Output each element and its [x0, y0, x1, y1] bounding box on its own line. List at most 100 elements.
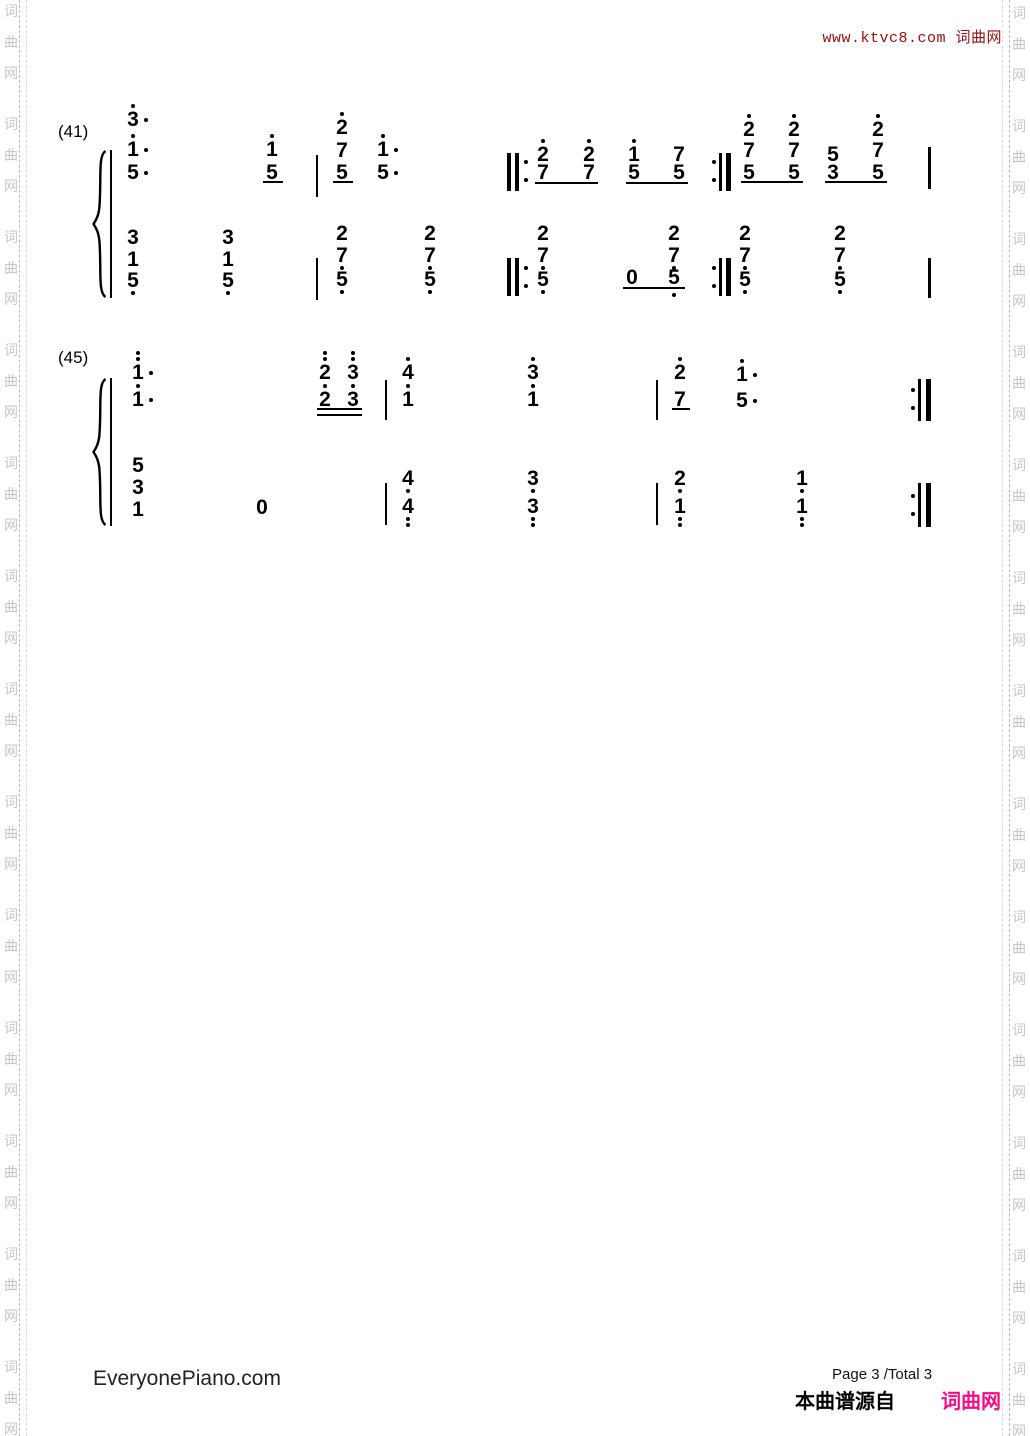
- note-digit: 5: [132, 454, 144, 477]
- beam-underline: [626, 182, 688, 184]
- barline: [316, 155, 318, 197]
- note-digit: 0: [256, 496, 268, 519]
- note-digit: 5: [668, 266, 680, 289]
- note-digit: 1: [527, 388, 539, 411]
- note-digit: 7: [668, 244, 680, 267]
- watermark-char: 词: [1012, 1248, 1026, 1264]
- watermark-char: 曲: [1012, 262, 1026, 278]
- octave-dot-below: [406, 517, 410, 521]
- octave-dot-above: [632, 139, 636, 143]
- watermark-char: 曲: [4, 712, 18, 728]
- right-dotted-rule: [1002, 0, 1003, 1436]
- watermark-char: 网: [4, 65, 18, 81]
- octave-dot-below: [541, 290, 545, 294]
- note-digit: 7: [336, 139, 348, 162]
- octave-dot-below: [406, 489, 410, 493]
- note-digit: 4: [402, 361, 414, 384]
- watermark-char: 词: [1012, 683, 1026, 699]
- note-digit: 3: [827, 161, 839, 184]
- octave-dot-above: [351, 357, 355, 361]
- note-digit: 2: [319, 361, 331, 384]
- watermark-char: 网: [4, 1308, 18, 1324]
- octave-dot-above: [270, 134, 274, 138]
- note-digit: 7: [336, 244, 348, 267]
- barline: [926, 379, 931, 421]
- watermark-char: 词: [4, 3, 18, 19]
- note-digit: 2: [788, 118, 800, 141]
- barline: [926, 483, 931, 527]
- octave-dot-above: [131, 104, 135, 108]
- octave-dot-below: [131, 291, 135, 295]
- watermark-char: 曲: [1012, 375, 1026, 391]
- octave-dot-below: [406, 523, 410, 527]
- note-digit: 5: [736, 389, 748, 412]
- barline: [719, 153, 722, 191]
- watermark-char: 网: [1012, 1197, 1026, 1213]
- octave-dot-below: [838, 266, 842, 270]
- barline: [507, 153, 511, 191]
- repeat-dot: [911, 512, 915, 516]
- watermark-char: 词: [4, 455, 18, 471]
- watermark-char: 词: [1012, 570, 1026, 586]
- octave-dot-below: [340, 290, 344, 294]
- note-digit: 1: [132, 388, 144, 411]
- site-watermark-top: www.ktvc8.com 词曲网: [822, 30, 1002, 47]
- octave-dot-above: [406, 384, 410, 388]
- page-indicator: Page 3 /Total 3: [832, 1366, 933, 1383]
- octave-dot-below: [800, 523, 804, 527]
- watermark-char: 网: [4, 1421, 18, 1436]
- note-digit: 5: [628, 161, 640, 184]
- watermark-char: 词: [1012, 118, 1026, 134]
- watermark-char: 曲: [1012, 1279, 1026, 1295]
- note-digit: 2: [336, 222, 348, 245]
- note-digit: 5: [788, 161, 800, 184]
- watermark-char: 曲: [4, 373, 18, 389]
- watermark-char: 曲: [1012, 1053, 1026, 1069]
- repeat-dot: [524, 160, 528, 164]
- octave-dot-below: [531, 517, 535, 521]
- note-digit: 7: [674, 388, 686, 411]
- beam-underline: [263, 181, 283, 183]
- watermark-char: 曲: [1012, 36, 1026, 52]
- watermark-char: 网: [1012, 971, 1026, 987]
- system-label: (45): [58, 348, 89, 367]
- barline: [726, 153, 731, 191]
- note-digit: 5: [266, 161, 278, 184]
- barline: [385, 483, 387, 525]
- octave-dot-below: [800, 489, 804, 493]
- watermark-char: 词: [4, 794, 18, 810]
- note-digit: 1: [402, 388, 414, 411]
- watermark-char: 曲: [4, 938, 18, 954]
- octave-dot-above: [541, 139, 545, 143]
- barline: [515, 258, 519, 296]
- note-digit: 5: [336, 268, 348, 291]
- watermark-char: 词: [1012, 5, 1026, 21]
- note-digit: 3: [527, 361, 539, 384]
- repeat-dot: [712, 266, 716, 270]
- duration-dot: [753, 399, 757, 403]
- octave-dot-above: [323, 384, 327, 388]
- barline: [656, 380, 658, 420]
- note-digit: 7: [673, 143, 685, 166]
- barline: [719, 258, 722, 296]
- watermark-char: 网: [1012, 1423, 1026, 1436]
- watermark-char: 词: [4, 907, 18, 923]
- note-digit: 1: [674, 495, 686, 518]
- watermark-char: 网: [1012, 293, 1026, 309]
- note-digit: 2: [743, 118, 755, 141]
- note-digit: 7: [739, 244, 751, 267]
- note-digit: 3: [347, 388, 359, 411]
- watermark-char: 曲: [4, 34, 18, 50]
- octave-dot-below: [678, 517, 682, 521]
- duration-dot: [394, 148, 398, 152]
- note-digit: 5: [222, 269, 234, 292]
- octave-dot-below: [541, 266, 545, 270]
- watermark-char: 词: [4, 229, 18, 245]
- note-digit: 2: [537, 143, 549, 166]
- watermark-char: 曲: [1012, 1166, 1026, 1182]
- watermark-char: 网: [4, 969, 18, 985]
- barline: [726, 258, 731, 296]
- octave-dot-below: [428, 290, 432, 294]
- octave-dot-above: [323, 351, 327, 355]
